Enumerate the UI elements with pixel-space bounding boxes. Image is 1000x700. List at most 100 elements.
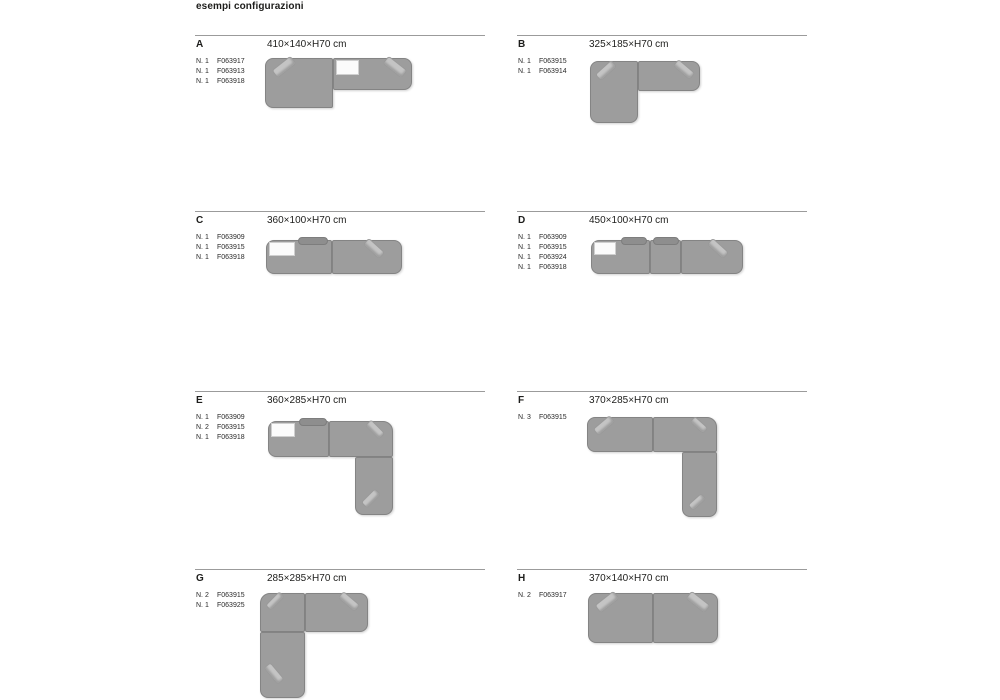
code-qty: N. 1 [196, 234, 209, 241]
config-section-e: E 360×285×H70 cm N. 1 F063909 N. 2 F063915… [195, 391, 485, 566]
section-dimensions: 325×185×H70 cm [589, 39, 669, 50]
sofa-diagram-h [517, 569, 807, 700]
sofa-module [355, 457, 393, 515]
code-list: N. 1 F063909 N. 1 F063915 N. 1 F063918 [196, 233, 245, 263]
sofa-diagram-b [517, 35, 807, 205]
section-dimensions: 360×100×H70 cm [267, 215, 347, 226]
code-number: F063917 [539, 592, 567, 599]
bolster-cushion [298, 237, 328, 245]
code-list: N. 3 F063915 [518, 413, 567, 423]
sofa-module [650, 240, 681, 274]
code-number: F063915 [539, 244, 567, 251]
code-list: N. 1 F063909 N. 1 F063915 N. 1 F063924 N. 1… [518, 233, 567, 273]
code-list: N. 1 F063915 N. 1 F063914 [518, 57, 567, 77]
code-line: N. 2 F063915 [196, 423, 245, 433]
code-qty: N. 2 [196, 424, 209, 431]
code-qty: N. 1 [196, 68, 209, 75]
sofa-diagram-d [517, 211, 807, 386]
code-line: N. 2 F063915 [196, 591, 245, 601]
section-letter: A [196, 39, 204, 50]
code-qty: N. 1 [196, 78, 209, 85]
code-number: F063909 [539, 234, 567, 241]
table-insert [336, 60, 359, 75]
sofa-module [590, 61, 638, 123]
section-divider [517, 35, 807, 36]
sofa-diagram-c [195, 211, 485, 386]
code-qty: N. 1 [196, 58, 209, 65]
code-line: N. 3 F063915 [518, 413, 567, 423]
code-qty: N. 1 [196, 244, 209, 251]
code-line: N. 1 F063918 [196, 77, 245, 87]
section-divider [517, 211, 807, 212]
sofa-diagram-a [195, 35, 485, 205]
code-list: N. 2 F063915 N. 1 F063925 [196, 591, 245, 611]
config-section-a: A 410×140×H70 cm N. 1 F063917 N. 1 F063913… [195, 35, 485, 205]
code-line: N. 1 F063915 [196, 243, 245, 253]
code-line: N. 1 F063913 [196, 67, 245, 77]
code-line: N. 1 F063909 [196, 413, 245, 423]
config-section-g: G 285×285×H70 cm N. 2 F063915 N. 1 F063925 [195, 569, 485, 700]
code-number: F063917 [217, 58, 245, 65]
table-insert [594, 242, 616, 255]
section-divider [195, 35, 485, 36]
section-divider [517, 391, 807, 392]
code-number: F063918 [217, 78, 245, 85]
code-line: N. 1 F063909 [196, 233, 245, 243]
sofa-module [653, 417, 717, 452]
code-number: F063918 [217, 254, 245, 261]
code-qty: N. 1 [518, 254, 531, 261]
code-line: N. 1 F063909 [518, 233, 567, 243]
config-section-c: C 360×100×H70 cm N. 1 F063909 N. 1 F063915… [195, 211, 485, 386]
section-letter: D [518, 215, 526, 226]
section-divider [195, 211, 485, 212]
section-divider [517, 569, 807, 570]
sofa-diagram-g [195, 569, 485, 700]
code-number: F063909 [217, 234, 245, 241]
code-qty: N. 2 [196, 592, 209, 599]
code-qty: N. 1 [196, 414, 209, 421]
section-letter: G [196, 573, 204, 584]
code-number: F063915 [217, 244, 245, 251]
bolster-cushion [653, 237, 679, 245]
code-line: N. 1 F063925 [196, 601, 245, 611]
sofa-module [682, 452, 717, 517]
code-line: N. 1 F063918 [196, 433, 245, 443]
code-number: F063915 [217, 424, 245, 431]
section-letter: H [518, 573, 526, 584]
section-divider [195, 569, 485, 570]
bolster-cushion [299, 418, 327, 426]
code-list: N. 2 F063917 [518, 591, 567, 601]
code-qty: N. 3 [518, 414, 531, 421]
code-line: N. 1 F063918 [518, 263, 567, 273]
code-number: F063918 [539, 264, 567, 271]
section-dimensions: 370×140×H70 cm [589, 573, 669, 584]
section-letter: E [196, 395, 203, 406]
code-qty: N. 1 [196, 602, 209, 609]
code-line: N. 1 F063915 [518, 243, 567, 253]
section-letter: C [196, 215, 204, 226]
code-number: F063914 [539, 68, 567, 75]
code-list: N. 1 F063909 N. 2 F063915 N. 1 F063918 [196, 413, 245, 443]
sofa-diagram-e [195, 391, 485, 566]
code-qty: N. 1 [518, 234, 531, 241]
bolster-cushion [621, 237, 647, 245]
sofa-module [329, 421, 393, 457]
config-section-b: B 325×185×H70 cm N. 1 F063915 N. 1 F063914 [517, 35, 807, 205]
code-line: N. 1 F063924 [518, 253, 567, 263]
code-qty: N. 2 [518, 592, 531, 599]
sofa-module [588, 593, 653, 643]
section-letter: F [518, 395, 525, 406]
table-insert [271, 423, 295, 437]
code-qty: N. 1 [518, 244, 531, 251]
config-section-d: D 450×100×H70 cm N. 1 F063909 N. 1 F063915… [517, 211, 807, 386]
table-insert [269, 242, 295, 256]
sofa-module [265, 58, 333, 108]
code-number: F063924 [539, 254, 567, 261]
config-section-h: H 370×140×H70 cm N. 2 F063917 [517, 569, 807, 700]
code-number: F063915 [217, 592, 245, 599]
code-line: N. 1 F063917 [196, 57, 245, 67]
page-title: esempi configurazioni [196, 1, 304, 12]
section-dimensions: 285×285×H70 cm [267, 573, 347, 584]
code-number: F063915 [539, 414, 567, 421]
section-divider [195, 391, 485, 392]
